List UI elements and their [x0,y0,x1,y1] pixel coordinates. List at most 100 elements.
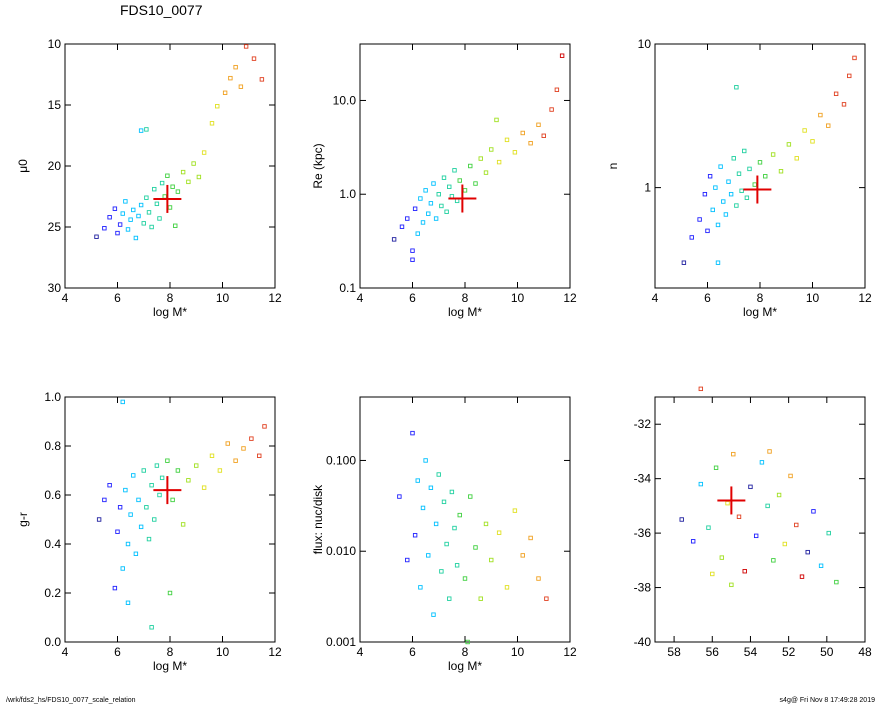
data-point [412,533,418,538]
data-point [249,436,254,441]
y-tick-label: 0.8 [44,439,61,453]
data-point [731,451,736,457]
data-point [117,505,123,510]
data-point [713,185,718,190]
data-point [818,563,824,568]
data-point [788,473,793,479]
data-point [468,163,473,169]
data-point [753,533,759,539]
data-point [423,458,428,463]
data-point [149,483,154,488]
data-point [194,463,199,468]
data-point [512,150,518,155]
y-tick-label: 0.1 [339,281,356,295]
data-point [771,558,776,563]
data-point [410,257,415,262]
data-point [102,226,107,231]
data-point [707,174,713,179]
x-tick-label: 10 [806,291,820,305]
data-point [131,207,136,213]
data-point [391,237,397,242]
data-point [201,485,207,490]
data-point [144,195,149,200]
data-point [447,184,452,190]
data-point [180,522,186,527]
data-point [120,399,125,405]
data-point [141,468,146,473]
y-tick-label: 30 [48,281,62,295]
data-point [444,541,449,547]
data-point [165,458,170,463]
data-point [681,260,687,265]
x-axis-label: log M* [153,305,187,319]
x-axis-label: log M* [448,659,482,673]
data-point [765,503,770,509]
data-point [131,473,136,478]
data-point [433,216,439,221]
data-point [423,188,428,193]
y-axis-label: g-r [16,512,30,527]
data-point [107,215,112,220]
y-tick-label: -32 [634,417,652,431]
y-tick-label: 25 [48,220,62,234]
x-tick-label: 12 [858,291,872,305]
data-point [138,524,144,530]
x-tick-label: 8 [462,645,469,659]
data-point [410,430,415,436]
data-point [410,248,415,253]
data-point [141,221,146,226]
data-point [447,596,452,601]
data-point [125,227,131,232]
data-point [457,178,462,183]
data-point [744,195,750,200]
data-point [457,512,462,518]
data-point [259,77,265,82]
data-point [805,549,810,555]
data-point [494,117,499,123]
data-point [123,487,128,493]
data-point [489,557,494,563]
data-point [549,107,554,112]
data-point [241,446,246,451]
data-point [468,494,473,499]
data-point [257,453,262,458]
data-point [520,553,525,558]
data-point [123,199,128,204]
y-tick-label: 1 [644,181,651,195]
x-axis-label: log M* [153,659,187,673]
data-point [782,541,788,547]
x-tick-label: 10 [511,291,525,305]
x-tick-label: 4 [62,645,69,659]
data-point [426,211,431,216]
data-point [115,230,120,236]
data-point [157,492,162,498]
x-tick-label: 54 [744,645,758,659]
data-point [504,137,510,143]
y-tick-label: -40 [634,635,652,649]
data-point [186,478,191,483]
x-axis-label: log M* [448,305,482,319]
data-point [811,509,816,514]
data-point [728,191,734,197]
data-point [726,179,731,184]
data-point [225,441,230,446]
data-point [170,497,175,503]
data-point [742,569,747,574]
data-point [810,139,815,144]
data-point [128,512,133,517]
data-point [167,590,173,596]
data-point [489,147,494,152]
x-tick-label: 48 [858,645,872,659]
data-point [710,571,715,577]
data-point [399,224,405,229]
data-point [452,168,457,173]
data-point [462,576,468,581]
data-point [528,141,533,146]
data-point [778,169,784,174]
y-tick-label: 0.010 [326,544,356,558]
data-point [747,166,752,172]
data-point [799,574,805,579]
data-point [528,535,533,541]
footer-path: /wrk/fds2_hs/FDS10_0077_scale_relation [6,697,136,704]
